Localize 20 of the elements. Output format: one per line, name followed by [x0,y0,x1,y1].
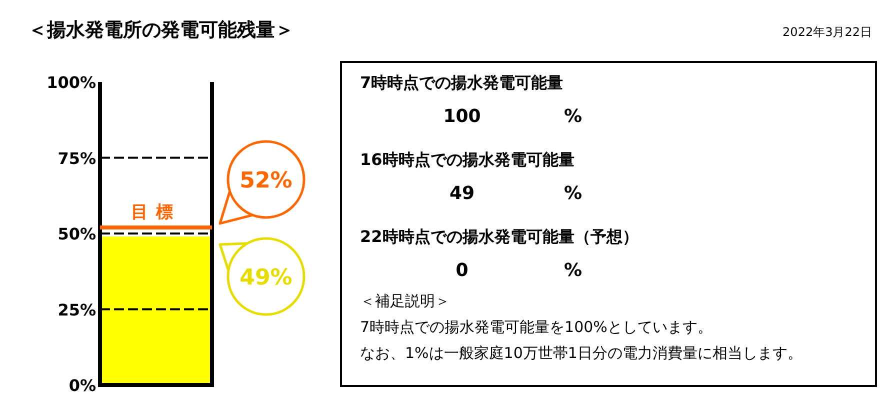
y-tick-label: 0% [68,376,96,395]
text: % [564,260,582,281]
y-tick-label: 75% [58,148,96,168]
text: 2022年3月22日 [782,25,872,39]
text: なお、1%は一般家庭10万世帯1日分の電力消費量に相当します。 [360,344,802,362]
text: 7時時点での揚水発電可能量を100%としています。 [360,318,712,336]
text: ＜補足説明＞ [360,292,450,310]
text: 100 [443,106,481,127]
text: % [564,183,582,204]
y-tick-label: 25% [58,300,96,320]
text: % [564,106,582,127]
y-tick-label: 100% [46,73,96,92]
text: 16時時点での揚水発電可能量 [360,150,574,169]
text: 7時時点での揚水発電可能量 [360,73,564,92]
y-tick-label: 50% [58,224,96,244]
text: 49 [449,183,475,204]
ref-line-label: 目標 [131,202,181,222]
text: 22時時点での揚水発電可能量（予想） [360,227,638,246]
chart-title: ＜揚水発電所の発電可能残量＞ [28,19,294,41]
text: 0 [456,260,468,281]
